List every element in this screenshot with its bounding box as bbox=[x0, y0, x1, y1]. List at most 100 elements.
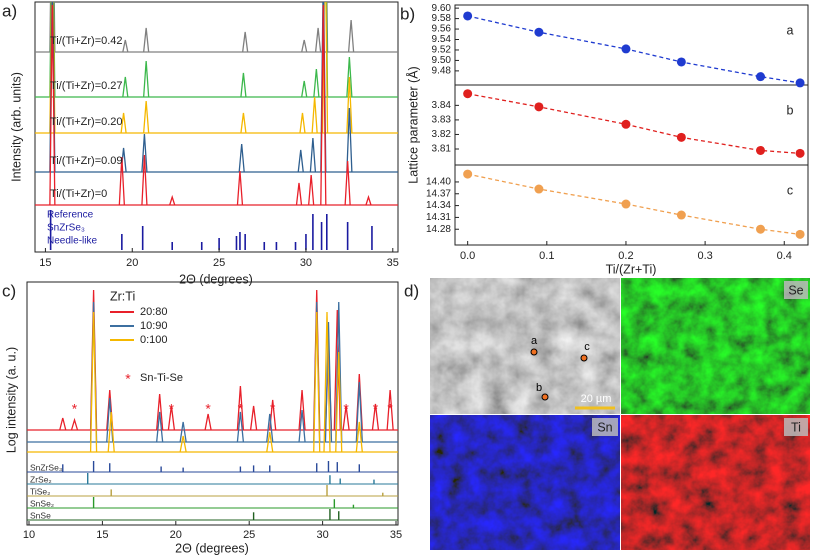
sn-map bbox=[430, 415, 620, 550]
series-label: Ti/(Ti+Zr)=0.20 bbox=[50, 116, 123, 128]
peak bbox=[308, 174, 315, 206]
peak bbox=[143, 27, 150, 53]
point bbox=[534, 102, 544, 112]
y-axis-label: Lattice parameter (Å) bbox=[405, 66, 420, 183]
x-tick-label: 0.0 bbox=[460, 250, 475, 262]
trend-line bbox=[467, 173, 801, 236]
reference-label: Reference bbox=[47, 210, 94, 221]
point bbox=[621, 44, 631, 54]
peak bbox=[167, 405, 176, 431]
peak bbox=[240, 72, 247, 98]
point bbox=[621, 199, 631, 209]
x-tick-label: 35 bbox=[387, 257, 399, 269]
legend-label: 0:100 bbox=[140, 334, 168, 346]
scale-bar-label: 20 µm bbox=[581, 393, 612, 405]
micrographs: Se Sn Ti 20 µm a b c bbox=[430, 278, 810, 550]
peak bbox=[347, 19, 355, 53]
peak bbox=[143, 60, 150, 98]
peak bbox=[122, 39, 129, 53]
spot bbox=[580, 354, 588, 362]
spot-label: b bbox=[536, 382, 542, 394]
peak bbox=[156, 393, 164, 431]
marker: * bbox=[238, 401, 244, 417]
peak bbox=[141, 154, 148, 206]
peak bbox=[49, 4, 56, 206]
y-axis-label: Log intensity (a. u.) bbox=[4, 347, 18, 453]
legend-label: 10:90 bbox=[140, 320, 168, 332]
peak bbox=[314, 27, 322, 53]
y-tick-label: 9.50 bbox=[432, 55, 452, 66]
y-axis-label: Intensity (arb. units) bbox=[9, 72, 23, 182]
peak bbox=[107, 411, 115, 453]
x-tick-label: 35 bbox=[390, 529, 402, 541]
peak bbox=[298, 389, 306, 431]
x-axis-label: 2Θ (degrees) bbox=[179, 272, 253, 286]
peak bbox=[156, 411, 164, 443]
x-tick-label: 0.1 bbox=[539, 250, 554, 262]
marker: * bbox=[205, 401, 211, 417]
marker: * bbox=[72, 401, 78, 417]
x-tick-label: 0.4 bbox=[777, 250, 792, 262]
spot-label: a bbox=[531, 335, 538, 347]
trend-line bbox=[467, 15, 801, 84]
reference-label: Needle-like bbox=[47, 236, 97, 247]
subplot-label: c bbox=[787, 183, 793, 197]
peak bbox=[89, 311, 98, 453]
peak bbox=[141, 133, 148, 173]
panel-label: a) bbox=[2, 1, 17, 20]
y-tick-label: 3.81 bbox=[432, 144, 452, 155]
label-box bbox=[784, 281, 808, 299]
point bbox=[676, 57, 686, 67]
marker: * bbox=[169, 401, 175, 417]
xrd-patterns bbox=[35, 2, 398, 250]
peak bbox=[346, 76, 353, 134]
se-map bbox=[621, 278, 810, 414]
peak bbox=[299, 112, 306, 134]
peak bbox=[236, 170, 244, 206]
axes-frame bbox=[34, 1, 399, 253]
marker: * bbox=[387, 401, 393, 417]
peak bbox=[371, 403, 380, 431]
y-tick-label: 14.28 bbox=[426, 224, 451, 235]
peak bbox=[297, 149, 304, 173]
map-label: Se bbox=[788, 283, 803, 297]
spot-label: c bbox=[584, 341, 590, 353]
y-tick-label: 9.58 bbox=[432, 13, 452, 24]
peak bbox=[266, 431, 274, 453]
peak bbox=[236, 411, 245, 443]
ti-map bbox=[621, 415, 810, 550]
peak bbox=[298, 409, 306, 443]
peak bbox=[355, 381, 363, 443]
peak bbox=[242, 31, 249, 53]
x-tick-label: 20 bbox=[170, 529, 182, 541]
peak bbox=[295, 182, 303, 206]
peak bbox=[320, 4, 327, 206]
axes-frame bbox=[454, 4, 809, 246]
series-label: Ti/(Ti+Zr)=0 bbox=[50, 188, 107, 200]
x-axis-label: 2Θ (degrees) bbox=[175, 541, 249, 555]
point bbox=[756, 145, 766, 155]
point bbox=[463, 11, 473, 21]
peak bbox=[143, 100, 150, 134]
x-tick-label: 15 bbox=[96, 529, 108, 541]
peak bbox=[323, 311, 331, 453]
sem-image bbox=[430, 278, 620, 414]
peak bbox=[236, 385, 245, 431]
panel-label: c) bbox=[2, 281, 16, 300]
peak bbox=[321, 2, 329, 134]
y-tick-label: 9.56 bbox=[432, 24, 452, 35]
point bbox=[676, 132, 686, 142]
peak bbox=[204, 413, 212, 431]
marker: * bbox=[270, 401, 276, 417]
peak bbox=[355, 421, 363, 453]
x-tick-label: 15 bbox=[39, 257, 51, 269]
spot bbox=[541, 393, 549, 401]
peak bbox=[346, 107, 353, 173]
legend-title: Zr:Ti bbox=[110, 289, 135, 303]
subplot-label: b bbox=[787, 103, 794, 117]
point bbox=[676, 210, 686, 220]
peak bbox=[169, 194, 176, 206]
peak bbox=[309, 137, 317, 173]
